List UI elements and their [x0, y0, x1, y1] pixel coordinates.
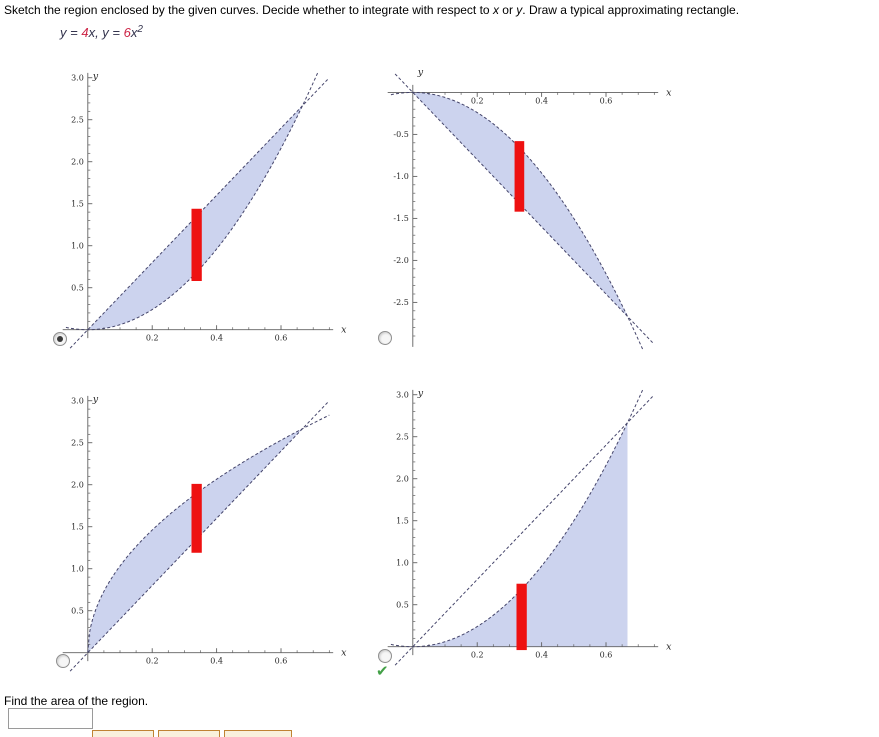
svg-text:1.0: 1.0	[71, 242, 84, 251]
svg-text:0.6: 0.6	[275, 657, 288, 666]
svg-text:1.0: 1.0	[71, 565, 84, 574]
approximating-rectangle	[191, 483, 202, 553]
svg-text:0.2: 0.2	[471, 651, 484, 660]
svg-text:3.0: 3.0	[71, 74, 84, 83]
svg-text:0.6: 0.6	[600, 96, 613, 105]
svg-text:0.2: 0.2	[146, 334, 159, 343]
approximating-rectangle	[514, 141, 525, 212]
svg-text:y: y	[417, 67, 424, 78]
radio-option-a[interactable]	[53, 332, 67, 346]
svg-text:1.0: 1.0	[396, 559, 409, 568]
svg-text:0.4: 0.4	[535, 96, 548, 105]
svg-text:0.4: 0.4	[210, 657, 223, 666]
svg-text:x: x	[341, 325, 347, 336]
svg-text:0.6: 0.6	[275, 334, 288, 343]
curve-parabola	[390, 91, 644, 351]
svg-text:x: x	[666, 87, 672, 98]
svg-text:x: x	[341, 648, 347, 659]
shaded-region	[87, 428, 303, 653]
graph-plot-C: 0.2 0.4 0.6 0.5 1.0 1.5 2.0 2.5 3.0 x y	[62, 394, 347, 672]
svg-text:y: y	[417, 388, 424, 399]
svg-text:2.0: 2.0	[71, 158, 84, 167]
svg-text:3.0: 3.0	[71, 397, 84, 406]
graph-option-c: 0.2 0.4 0.6 0.5 1.0 1.5 2.0 2.5 3.0 x y	[54, 394, 349, 691]
svg-text:-2.5: -2.5	[393, 298, 408, 307]
graph-option-b: 0.2 0.4 0.6 -0.5 -1.0 -1.5 -2.0 -2.5 x y	[379, 63, 674, 360]
svg-text:0.4: 0.4	[535, 651, 548, 660]
graph-option-a: 0.2 0.4 0.6 0.5 1.0 1.5 2.0 2.5 3.0 x y	[54, 71, 349, 368]
area-question-label: Find the area of the region.	[4, 694, 149, 708]
svg-text:2.5: 2.5	[396, 433, 409, 442]
problem-statement: Sketch the region enclosed by the given …	[4, 3, 740, 17]
radio-option-d[interactable]	[378, 649, 392, 663]
svg-text:-0.5: -0.5	[393, 130, 408, 139]
svg-text:1.5: 1.5	[71, 200, 84, 209]
shaded-region	[412, 422, 628, 647]
palette-button-1[interactable]	[92, 730, 154, 737]
graph-plot-A: 0.2 0.4 0.6 0.5 1.0 1.5 2.0 2.5 3.0 x y	[62, 71, 347, 349]
radio-option-b[interactable]	[378, 331, 392, 345]
svg-text:y: y	[92, 394, 99, 405]
svg-text:0.2: 0.2	[146, 657, 159, 666]
svg-text:-1.5: -1.5	[393, 214, 408, 223]
svg-text:-2.0: -2.0	[393, 256, 408, 265]
svg-text:2.0: 2.0	[71, 481, 84, 490]
curve-parabola	[65, 71, 319, 331]
svg-text:0.5: 0.5	[71, 284, 84, 293]
svg-text:2.5: 2.5	[71, 116, 84, 125]
graph-plot-B: 0.2 0.4 0.6 -0.5 -1.0 -1.5 -2.0 -2.5 x y	[387, 67, 672, 351]
svg-text:0.2: 0.2	[471, 96, 484, 105]
svg-text:x: x	[666, 642, 672, 653]
palette-button-3[interactable]	[224, 730, 292, 737]
svg-text:0.5: 0.5	[71, 607, 84, 616]
svg-text:0.6: 0.6	[600, 651, 613, 660]
graph-option-d: 0.2 0.4 0.6 0.5 1.0 1.5 2.0 2.5 3.0 x y	[379, 388, 674, 685]
area-answer-input[interactable]	[8, 708, 93, 729]
correct-check-icon: ✔	[376, 663, 389, 680]
svg-text:0.5: 0.5	[396, 601, 409, 610]
svg-text:-1.0: -1.0	[393, 172, 408, 181]
equation: y = 4x, y = 6x2	[60, 24, 143, 40]
radio-option-c[interactable]	[56, 654, 70, 668]
approximating-rectangle	[516, 583, 527, 651]
svg-text:0.4: 0.4	[210, 334, 223, 343]
svg-text:1.5: 1.5	[71, 523, 84, 532]
svg-text:2.5: 2.5	[71, 439, 84, 448]
svg-text:2.0: 2.0	[396, 475, 409, 484]
curve-sqrt	[87, 414, 330, 653]
graph-plot-D: 0.2 0.4 0.6 0.5 1.0 1.5 2.0 2.5 3.0 x y	[387, 388, 672, 666]
palette-button-2[interactable]	[158, 730, 220, 737]
approximating-rectangle	[191, 208, 202, 281]
svg-text:1.5: 1.5	[396, 517, 409, 526]
svg-text:3.0: 3.0	[396, 391, 409, 400]
svg-text:y: y	[92, 71, 99, 82]
